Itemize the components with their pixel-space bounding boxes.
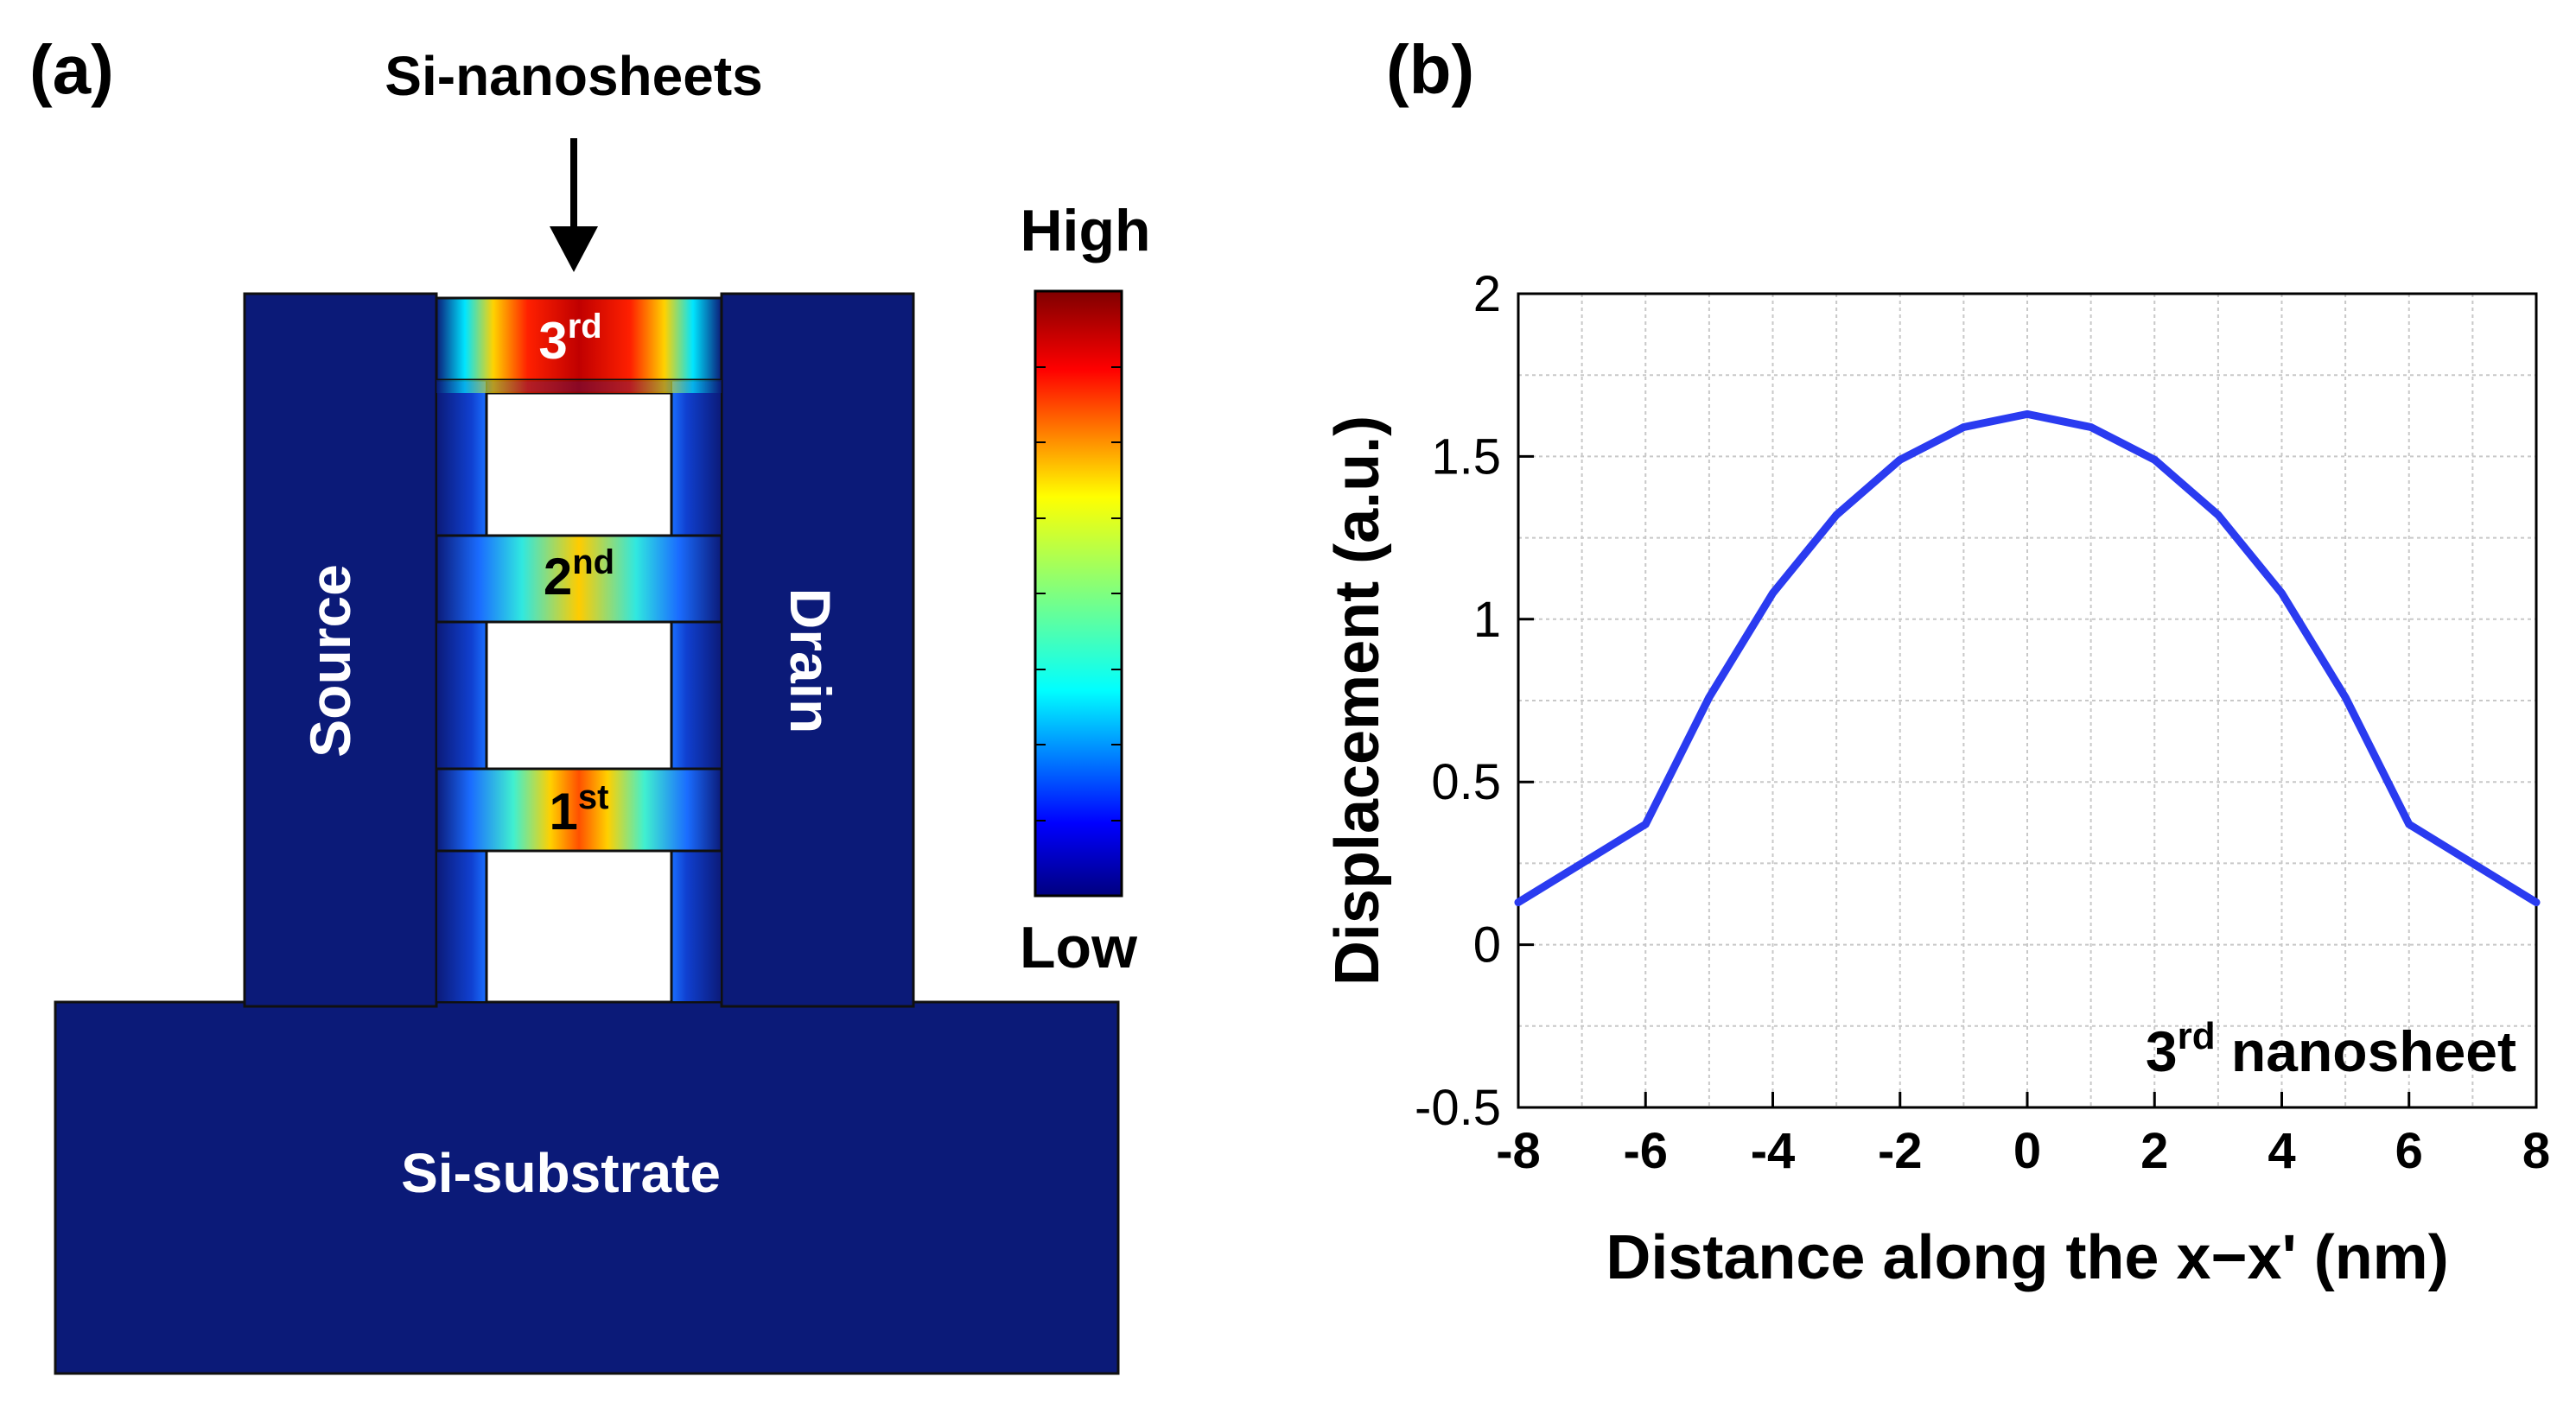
line-chart: -8 -6 -4 -2 0 2 4 6 8 -0.5 0 0.5 1 1.5 2 Distance along… — [1323, 266, 2550, 1292]
y-tick-label: 2 — [1473, 266, 1501, 322]
x-tick-label: 4 — [2268, 1123, 2295, 1179]
y-tick-label: 1 — [1473, 592, 1501, 648]
left-inner-spacer — [436, 379, 487, 1003]
x-tick-label: 6 — [2395, 1123, 2423, 1179]
sheet-1-label: 1st — [550, 778, 609, 841]
series-line — [1514, 409, 2541, 907]
sheet-2-label: 2nd — [544, 543, 614, 606]
nanosheet-3 — [435, 296, 723, 382]
gap-1 — [485, 849, 673, 1004]
sheet-3-label: 3rd — [538, 308, 601, 370]
y-tick-label: 0 — [1473, 917, 1501, 974]
drain-region — [720, 292, 915, 1008]
x-tick-label: -4 — [1751, 1123, 1796, 1179]
source-label: Source — [298, 564, 362, 758]
colorbar — [1034, 289, 1123, 898]
series-annotation: 3rd nanosheet — [2146, 1015, 2516, 1083]
x-tick-label: 2 — [2140, 1123, 2168, 1179]
drain-label: Drain — [779, 588, 843, 734]
x-tick-label: -2 — [1878, 1123, 1923, 1179]
nanosheet-1 — [435, 767, 723, 853]
panel-b-label: (b) — [1386, 31, 1474, 108]
colorbar-ticks — [1035, 366, 1122, 822]
panel-b: (b) -8 -6 -4 -2 0 2 4 6 8 -0.5 0 0.5 1 1.5 2 Distance a… — [1323, 31, 2550, 1292]
x-tick-label: -6 — [1623, 1123, 1668, 1179]
nanosheets-annotation: Si-nanosheets — [385, 45, 762, 107]
x-tick-label: -8 — [1496, 1123, 1541, 1179]
si-substrate — [54, 1000, 1120, 1375]
nanosheet-3-shadow — [436, 380, 722, 393]
y-tick-label: 1.5 — [1431, 428, 1501, 485]
colorbar-high-label: High — [1020, 198, 1150, 263]
right-inner-spacer — [671, 379, 722, 1003]
x-axis-label: Distance along the x−x' (nm) — [1606, 1223, 2448, 1292]
y-tick-label: -0.5 — [1415, 1080, 1501, 1136]
x-tick-label: 8 — [2522, 1123, 2550, 1179]
panel-a: (a) Si-nanosheets Si-substrate Source Dr… — [29, 31, 1151, 1375]
nanosheet-2 — [435, 534, 723, 624]
y-axis-label: Displacement (a.u.) — [1323, 416, 1392, 986]
y-tick-label: 0.5 — [1431, 754, 1501, 810]
gap-2 — [485, 620, 673, 771]
panel-a-label: (a) — [29, 31, 114, 108]
colorbar-low-label: Low — [1020, 915, 1138, 980]
source-region — [243, 292, 438, 1008]
x-tick-label: 0 — [2013, 1123, 2041, 1179]
substrate-label: Si-substrate — [401, 1142, 721, 1204]
gap-3 — [485, 391, 673, 537]
down-arrow-icon — [550, 138, 598, 272]
